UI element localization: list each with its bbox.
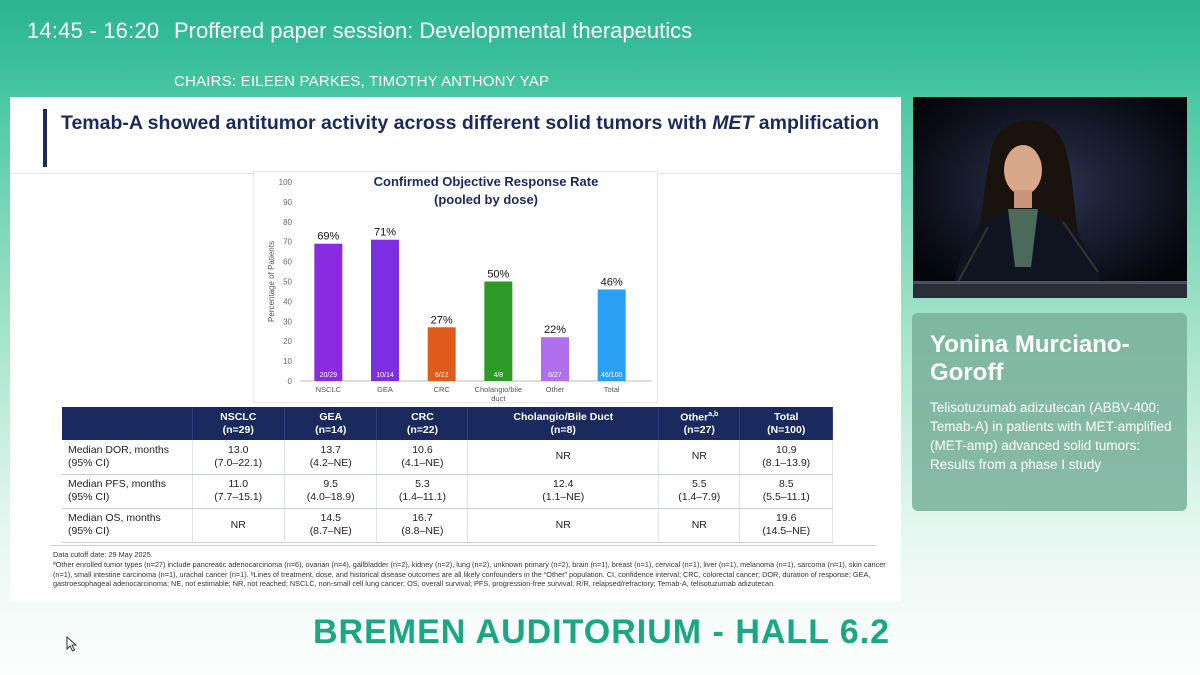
table-row: Median PFS, months (95% CI) 11.0 (7.7–15.1)… bbox=[62, 474, 833, 509]
x-tick-label: Cholangio/bile bbox=[475, 385, 523, 394]
table-cell: 13.0 (7.0–22.1) bbox=[192, 440, 285, 475]
bar-value-label: 50% bbox=[487, 269, 509, 281]
x-tick-label: Other bbox=[546, 385, 565, 394]
table-cell: 5.5 (1.4–7.9) bbox=[658, 474, 741, 509]
table-body: Median DOR, months (95% CI) 13.0 (7.0–22.1)… bbox=[62, 440, 833, 543]
y-tick-label: 70 bbox=[283, 238, 292, 247]
y-tick-label: 10 bbox=[283, 357, 292, 366]
chart-subtitle: (pooled by dose) bbox=[434, 192, 538, 207]
table-cell: 12.4 (1.1–NE) bbox=[467, 474, 660, 509]
y-tick-label: 90 bbox=[283, 198, 292, 207]
table-header-row: NSCLC (n=29) GEA (n=14) CRC (n=22) Cholangio/B… bbox=[62, 407, 833, 440]
session-title: Proffered paper session: Developmental t… bbox=[174, 18, 693, 43]
table-cell: NR bbox=[658, 508, 741, 543]
bar-count-label: 4/8 bbox=[493, 372, 503, 379]
x-tick-label: NSCLC bbox=[316, 385, 342, 394]
x-tick-label: Total bbox=[604, 385, 620, 394]
table-header-cell: NSCLC (n=29) bbox=[192, 407, 285, 440]
outcomes-table: NSCLC (n=29) GEA (n=14) CRC (n=22) Cholangio/B… bbox=[62, 407, 833, 543]
presentation-slide: Temab-A showed antitumor activity across… bbox=[10, 97, 901, 602]
table-cell: 16.7 (8.8–NE) bbox=[376, 508, 469, 543]
bar-count-label: 6/22 bbox=[435, 372, 449, 379]
table-header-empty bbox=[62, 407, 193, 440]
speaker-card: Yonina Murciano-Goroff Telisotuzumab adi… bbox=[912, 313, 1187, 511]
table-header-cell: Cholangio/Bile Duct (n=8) bbox=[467, 407, 660, 440]
y-tick-label: 40 bbox=[283, 297, 292, 306]
chart-bar bbox=[484, 281, 513, 381]
table-cell: 10.9 (8.1–13.9) bbox=[739, 440, 833, 475]
table-cell: 9.5 (4.0–18.9) bbox=[284, 474, 378, 509]
x-tick-label: CRC bbox=[434, 385, 451, 394]
outcomes-table-wrap: NSCLC (n=29) GEA (n=14) CRC (n=22) Cholangio/B… bbox=[62, 407, 833, 543]
venue-label: BREMEN AUDITORIUM - HALL 6.2 bbox=[313, 613, 891, 651]
table-header-cell: Total (N=100) bbox=[739, 407, 833, 440]
abbreviations-note: ªOther enrolled tumor types (n=27) inclu… bbox=[53, 560, 886, 589]
table-row: Median DOR, months (95% CI) 13.0 (7.0–22.1)… bbox=[62, 440, 833, 475]
talk-title: Telisotuzumab adizutecan (ABBV-400; Tema… bbox=[930, 400, 1172, 472]
y-axis-label: Percentage of Patients bbox=[267, 241, 276, 322]
table-cell: NR bbox=[467, 508, 660, 543]
speaker-name: Yonina Murciano-Goroff bbox=[930, 331, 1130, 386]
footnotes: Data cutoff date: 29 May 2025. ªOther en… bbox=[53, 550, 893, 590]
speaker-video-frame bbox=[913, 97, 1187, 298]
y-tick-label: 60 bbox=[283, 258, 292, 267]
bar-count-label: 20/29 bbox=[320, 372, 338, 379]
chart-title: Confirmed Objective Response Rate bbox=[374, 174, 599, 189]
y-tick-label: 20 bbox=[283, 337, 292, 346]
bar-value-label: 22% bbox=[544, 324, 566, 336]
table-cell: 14.5 (8.7–NE) bbox=[284, 508, 378, 543]
table-row: Median OS, months (95% CI) NR 14.5 (8.7–NE) 1… bbox=[62, 508, 833, 543]
bar-value-label: 71% bbox=[374, 227, 396, 239]
chart-bar bbox=[427, 327, 456, 381]
bar-count-label: 6/27 bbox=[548, 372, 562, 379]
bar-value-label: 46% bbox=[601, 276, 623, 288]
y-tick-label: 100 bbox=[279, 178, 293, 187]
mouse-cursor-icon bbox=[66, 636, 78, 652]
chart-bar bbox=[541, 337, 569, 381]
chart-bar bbox=[597, 289, 626, 381]
table-header-cell: CRC (n=22) bbox=[376, 407, 469, 440]
y-tick-label: 30 bbox=[283, 317, 292, 326]
table-cell: NR bbox=[658, 440, 741, 475]
bar-count-label: 46/100 bbox=[601, 372, 623, 379]
y-tick-label: 50 bbox=[283, 278, 292, 287]
slide-title: Temab-A showed antitumor activity across… bbox=[61, 112, 880, 134]
row-label: Median DOR, months (95% CI) bbox=[62, 440, 193, 475]
bar-count-label: 10/14 bbox=[376, 372, 394, 379]
x-tick-label: GEA bbox=[377, 385, 393, 394]
table-header-cell: GEA (n=14) bbox=[284, 407, 378, 440]
chart-bar bbox=[314, 243, 343, 381]
data-cutoff: Data cutoff date: 29 May 2025. bbox=[53, 550, 153, 559]
bar-value-label: 27% bbox=[431, 314, 453, 326]
y-tick-label: 0 bbox=[288, 377, 293, 386]
session-chairs: CHAIRS: EILEEN PARKES, TIMOTHY ANTHONY Y… bbox=[174, 73, 550, 90]
table-cell: NR bbox=[467, 440, 660, 475]
row-label: Median OS, months (95% CI) bbox=[62, 508, 193, 543]
chart-bar bbox=[371, 239, 399, 381]
table-cell: 5.3 (1.4–11.1) bbox=[376, 474, 469, 509]
table-cell: 8.5 (5.5–11.1) bbox=[739, 474, 833, 509]
table-cell: 11.0 (7.7–15.1) bbox=[192, 474, 285, 509]
table-cell: 13.7 (4.2–NE) bbox=[284, 440, 378, 475]
table-cell: NR bbox=[192, 508, 285, 543]
x-tick-label-cont: duct bbox=[491, 394, 506, 403]
table-cell: 10.6 (4.1–NE) bbox=[376, 440, 469, 475]
bar-value-label: 69% bbox=[317, 231, 339, 243]
title-accent-bar bbox=[43, 109, 47, 167]
table-header-cell: Othera,b (n=27) bbox=[658, 407, 741, 440]
y-tick-label: 80 bbox=[283, 218, 292, 227]
row-label: Median PFS, months (95% CI) bbox=[62, 474, 193, 509]
orr-chart: 0 10 20 30 40 50 60 70 80 90 100 Percentage of Pati… bbox=[253, 171, 658, 403]
session-time: 14:45 - 16:20 bbox=[27, 18, 160, 43]
speaker-video bbox=[913, 97, 1187, 298]
orr-bar-chart: 0 10 20 30 40 50 60 70 80 90 100 Percentage of Pati… bbox=[267, 174, 652, 403]
table-cell: 19.6 (14.5–NE) bbox=[739, 508, 833, 543]
footnote-divider bbox=[50, 545, 876, 546]
